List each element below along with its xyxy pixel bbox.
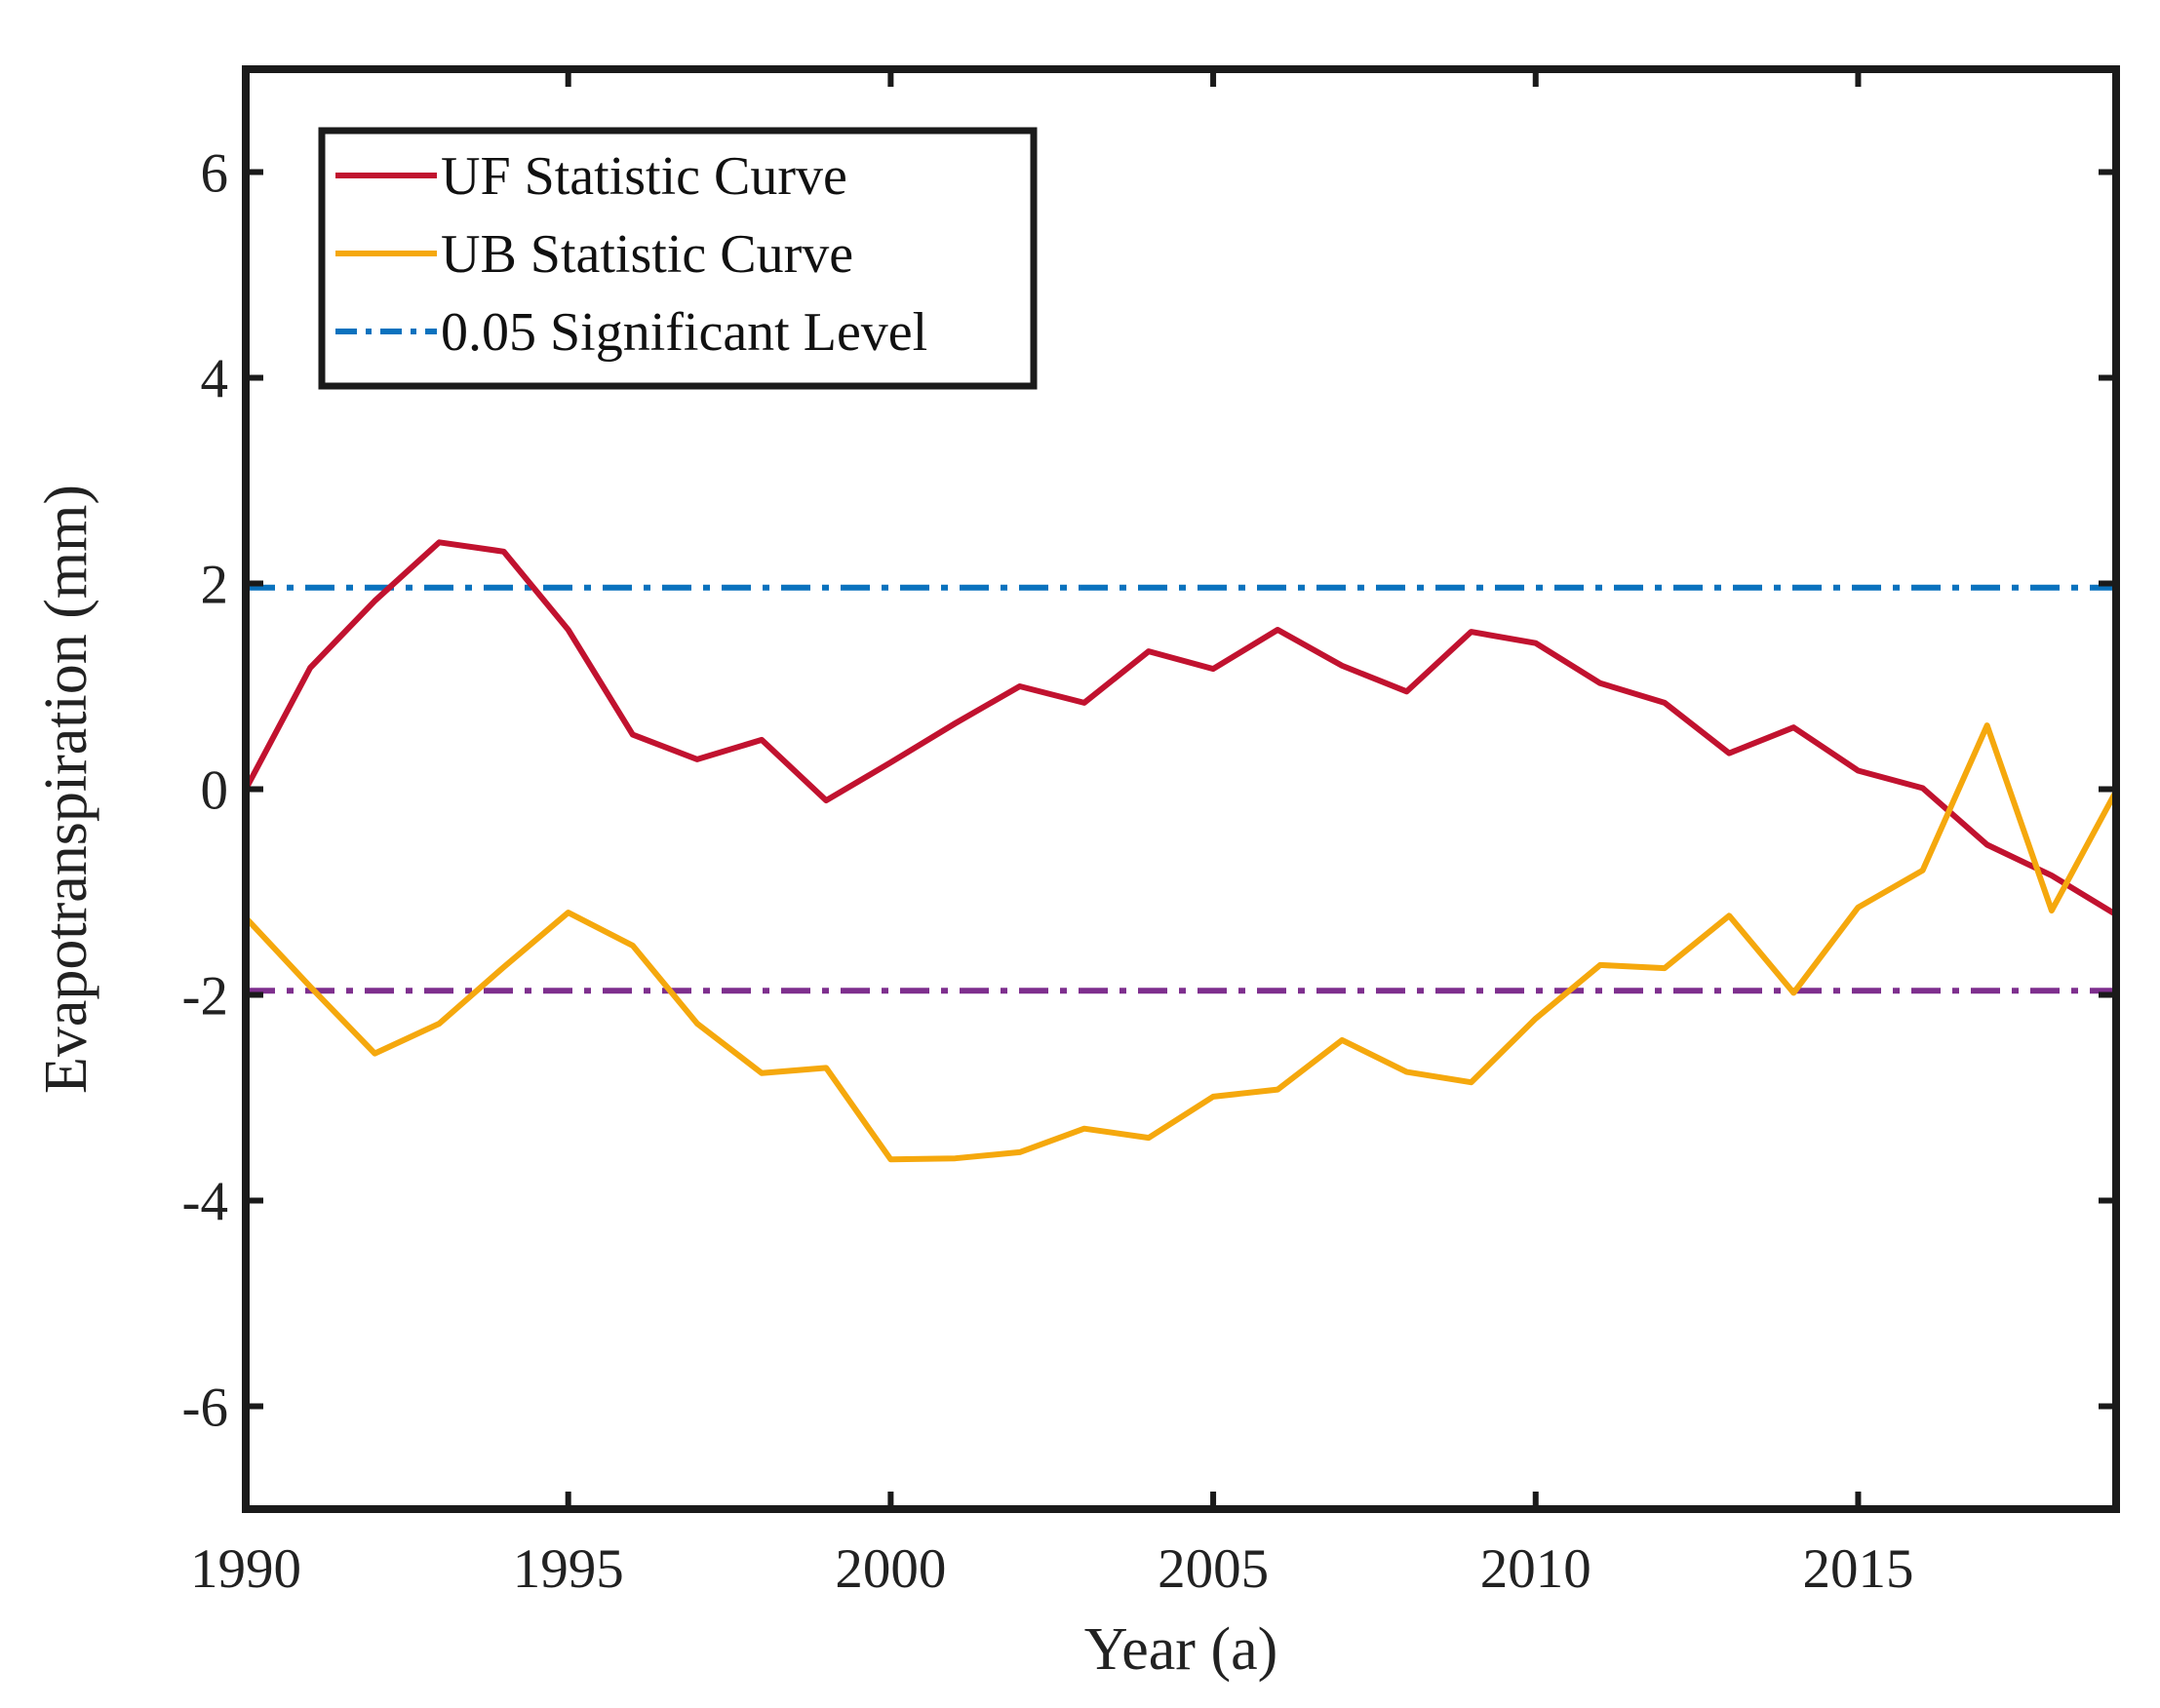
x-tick-label-0: 1990 xyxy=(190,1538,301,1600)
series-line-1 xyxy=(246,722,2116,1163)
y-axis-title: Evapotranspiration (mm) xyxy=(33,485,99,1094)
legend-label-1: UB Statistic Curve xyxy=(441,224,853,285)
y-tick-label-0: -6 xyxy=(182,1378,228,1439)
x-tick-label-2: 2000 xyxy=(835,1538,946,1600)
series-line-0 xyxy=(246,539,2116,917)
y-tick-label-3: 0 xyxy=(201,760,229,822)
legend-label-2: 0.05 Significant Level xyxy=(441,302,927,363)
y-tick-label-4: 2 xyxy=(201,555,229,616)
y-tick-label-6: 6 xyxy=(201,143,229,205)
y-tick-label-5: 4 xyxy=(201,349,229,410)
y-tick-label-1: -4 xyxy=(182,1172,228,1233)
legend-box xyxy=(318,127,1038,390)
x-tick-label-4: 2010 xyxy=(1480,1538,1591,1600)
x-tick-label-5: 2015 xyxy=(1802,1538,1913,1600)
legend-label-0: UF Statistic Curve xyxy=(441,146,847,207)
y-tick-label-2: -2 xyxy=(182,966,228,1028)
x-tick-label-1: 1995 xyxy=(513,1538,624,1600)
x-tick-label-3: 2005 xyxy=(1158,1538,1269,1600)
x-axis-title: Year (a) xyxy=(1084,1616,1278,1683)
